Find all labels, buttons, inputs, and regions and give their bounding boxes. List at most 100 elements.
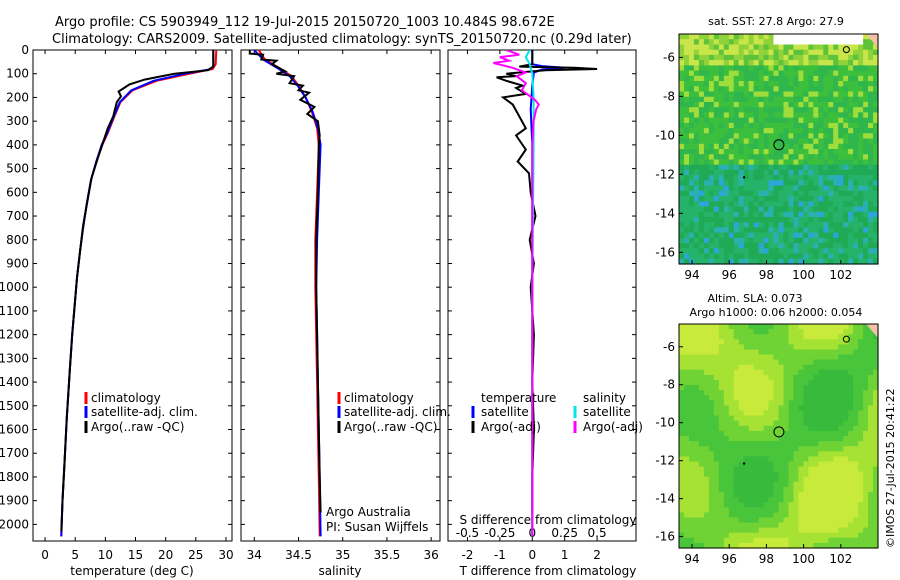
heatmap-cell	[798, 486, 804, 493]
heatmap-cell	[853, 380, 859, 386]
heatmap-cell	[743, 149, 750, 155]
heatmap-cell	[693, 75, 700, 82]
heatmap-cell	[788, 395, 795, 401]
heatmap-cell	[843, 324, 849, 330]
heatmap-cell	[773, 359, 780, 366]
heatmap-cell	[738, 232, 745, 239]
heatmap-cell	[833, 196, 839, 202]
heatmap-cell	[753, 149, 760, 155]
heatmap-cell	[793, 122, 799, 129]
heatmap-cell	[738, 217, 745, 223]
heatmap-cell	[773, 185, 780, 192]
heatmap-cell	[748, 91, 755, 98]
heatmap-cell	[848, 339, 854, 345]
heatmap-cell	[778, 456, 785, 463]
heatmap-cell	[868, 532, 874, 539]
heatmap-cell	[778, 154, 785, 160]
heatmap-cell	[838, 334, 844, 340]
heatmap-cell	[703, 128, 710, 134]
heatmap-cell	[743, 339, 750, 345]
heatmap-cell	[763, 227, 770, 234]
heatmap-cell	[858, 466, 864, 473]
heatmap-cell	[843, 65, 849, 72]
heatmap-cell	[863, 537, 869, 544]
heatmap-cell	[708, 248, 715, 255]
heatmap-cell	[698, 334, 705, 340]
heatmap-cell	[718, 248, 725, 255]
heatmap-cell	[768, 395, 775, 401]
map-y-tick-label: -6	[663, 50, 675, 64]
heatmap-cell	[818, 476, 824, 483]
heatmap-cell	[748, 211, 755, 218]
heatmap-cell	[753, 466, 760, 473]
heatmap-cell	[863, 91, 869, 98]
heatmap-cell	[788, 461, 795, 468]
heatmap-cell	[863, 456, 869, 463]
heatmap-cell	[793, 451, 799, 457]
heatmap-cell	[863, 334, 869, 340]
heatmap-cell	[823, 143, 829, 150]
heatmap-cell	[763, 415, 770, 422]
heatmap-cell	[793, 39, 799, 45]
heatmap-cell	[813, 380, 819, 386]
heatmap-cell	[863, 253, 869, 260]
heatmap-cell	[723, 507, 730, 513]
heatmap-cell	[768, 232, 775, 239]
heatmap-cell	[768, 334, 775, 340]
heatmap-cell	[679, 65, 685, 72]
heatmap-cell	[773, 507, 780, 513]
heatmap-cell	[763, 395, 770, 401]
heatmap-cell	[733, 138, 740, 145]
heatmap-cell	[758, 461, 765, 468]
heatmap-cell	[723, 481, 730, 488]
heatmap-cell	[793, 44, 799, 51]
heatmap-cell	[753, 159, 760, 166]
heatmap-cell	[853, 405, 859, 412]
map-y-tick-label: -12	[655, 454, 675, 468]
heatmap-cell	[773, 532, 780, 539]
heatmap-cell	[873, 507, 879, 513]
heatmap-cell	[838, 175, 844, 181]
heatmap-cell	[773, 329, 780, 335]
heatmap-cell	[748, 196, 755, 202]
heatmap-cell	[743, 420, 750, 427]
heatmap-cell	[723, 537, 730, 544]
heatmap-cell	[718, 102, 725, 108]
heatmap-cell	[684, 253, 690, 260]
heatmap-cell	[868, 217, 874, 223]
heatmap-cell	[698, 497, 705, 503]
heatmap-cell	[753, 232, 760, 239]
heatmap-cell	[868, 492, 874, 498]
heatmap-cell	[738, 471, 745, 478]
heatmap-cell	[783, 542, 790, 549]
heatmap-cell	[813, 512, 819, 519]
heatmap-cell	[808, 253, 814, 260]
heatmap-cell	[858, 227, 864, 234]
heatmap-cell	[693, 175, 700, 181]
heatmap-cell	[758, 537, 765, 544]
heatmap-cell	[843, 201, 849, 208]
heatmap-cell	[858, 96, 864, 103]
cocos-island	[742, 176, 746, 179]
heatmap-cell	[788, 324, 795, 330]
heatmap-cell	[773, 258, 780, 265]
heatmap-cell	[718, 227, 725, 234]
heatmap-cell	[823, 60, 829, 66]
heatmap-cell	[848, 349, 854, 356]
heatmap-cell	[693, 471, 700, 478]
heatmap-cell	[708, 196, 715, 202]
heatmap-cell	[788, 537, 795, 544]
heatmap-cell	[778, 441, 785, 447]
heatmap-cell	[768, 461, 775, 468]
heatmap-cell	[698, 517, 705, 524]
heatmap-cell	[713, 380, 720, 386]
heatmap-cell	[868, 486, 874, 493]
heatmap-cell	[793, 324, 799, 330]
heatmap-cell	[718, 217, 725, 223]
heatmap-cell	[738, 253, 745, 260]
heatmap-cell	[753, 211, 760, 218]
heatmap-cell	[873, 451, 879, 457]
heatmap-cell	[783, 410, 790, 417]
heatmap-cell	[833, 512, 839, 519]
heatmap-cell	[689, 395, 695, 401]
